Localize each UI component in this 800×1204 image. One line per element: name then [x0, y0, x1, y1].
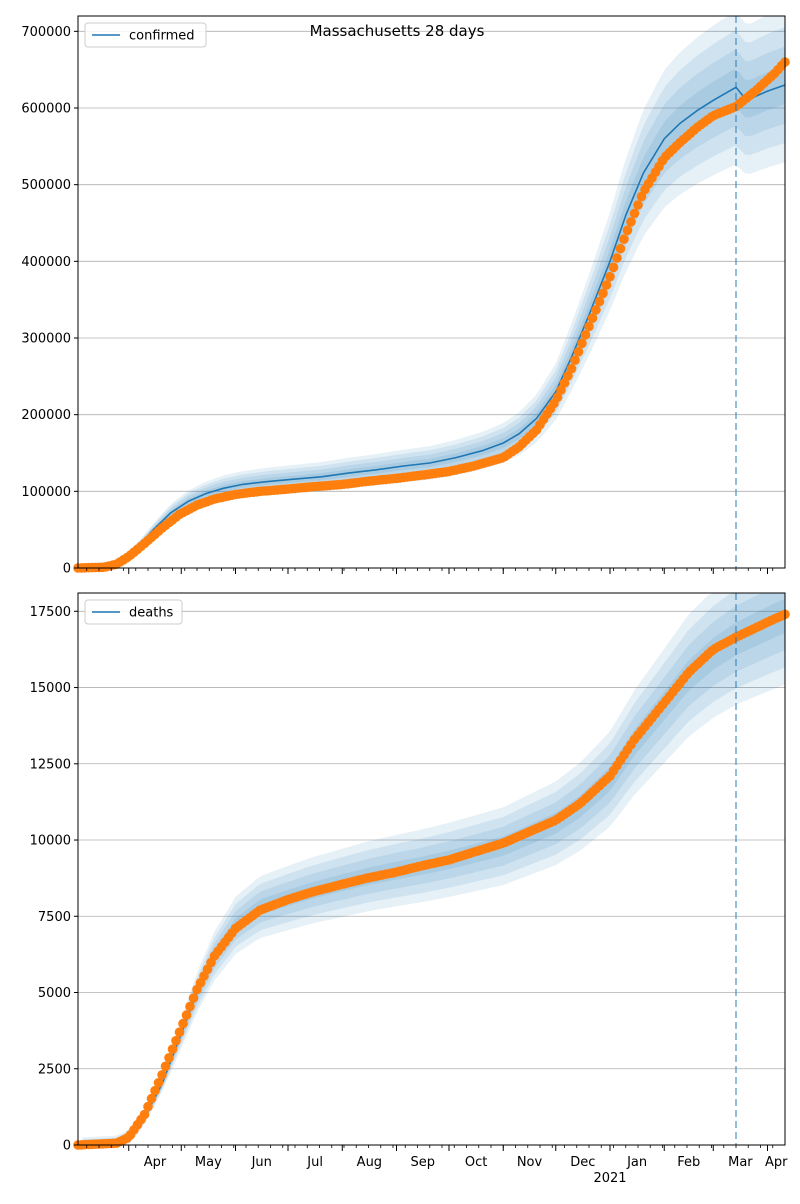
- confirmed-observed-point: [559, 378, 570, 388]
- confirmed-observed-point: [573, 347, 584, 357]
- deaths-observed-point: [150, 1085, 160, 1096]
- y-tick-label: 17500: [30, 605, 71, 620]
- confirmed-axes-frame: [77, 15, 786, 569]
- chart-title: Massachusetts 28 days: [310, 22, 485, 40]
- confirmed-observed-point: [626, 217, 636, 227]
- confirmed-observed-point: [577, 338, 587, 349]
- confirmed-observed-point: [608, 262, 619, 273]
- confirmed-observed-point: [594, 296, 605, 307]
- deaths-band-4: [78, 598, 785, 1145]
- x-tick-label: Sep: [410, 1155, 435, 1170]
- confirmed-observed-point: [591, 305, 601, 315]
- confirmed-observed-point: [622, 225, 633, 236]
- confirmed-band-3: [78, 46, 785, 568]
- x-tick-label: Jan: [626, 1155, 647, 1170]
- deaths-band-2: [78, 593, 785, 1145]
- y-tick-label: 12500: [30, 757, 71, 772]
- x-tick-label: Oct: [465, 1155, 487, 1170]
- deaths-observed-point: [171, 1035, 181, 1046]
- deaths-observed-point: [181, 1010, 192, 1020]
- deaths-observed-points: [73, 609, 790, 1150]
- deaths-axes: 0 2500 5000 7500 10000 12500 15000 17500 Apr May J…: [30, 592, 788, 1186]
- confirmed-band-1: [78, 16, 785, 568]
- legend-box: [84, 22, 207, 48]
- x-tick-label: Feb: [677, 1155, 700, 1170]
- x-tick-label: Aug: [357, 1155, 382, 1170]
- deaths-uncertainty-bands: [78, 593, 785, 1145]
- confirmed-observed-point: [605, 271, 615, 282]
- y-tick-label: 0: [63, 1139, 71, 1154]
- deaths-band-1: [78, 593, 785, 1145]
- confirmed-observed-point: [587, 313, 598, 324]
- confirmed-observed-point: [629, 208, 640, 219]
- y-tick-label: 400000: [21, 255, 71, 270]
- deaths-observed-point: [139, 1109, 150, 1120]
- confirmed-observed-point: [601, 280, 612, 290]
- confirmed-legend: confirmed: [84, 22, 207, 48]
- y-tick-label: 10000: [30, 834, 71, 849]
- confirmed-axes: 0 100000 200000 300000 400000 500000 600000 700…: [21, 15, 786, 577]
- legend-label-confirmed: confirmed: [129, 29, 195, 44]
- deaths-axes-frame: [77, 592, 786, 1146]
- deaths-observed-point: [157, 1070, 167, 1080]
- y-tick-label: 15000: [30, 681, 71, 696]
- x-tick-label: Apr: [144, 1155, 167, 1170]
- confirmed-band-2: [78, 27, 785, 568]
- confirmed-model-line: [77, 84, 786, 569]
- confirmed-observed-point: [563, 371, 573, 381]
- y-tick-label: 5000: [38, 986, 71, 1001]
- legend-box: [84, 599, 183, 625]
- x-year-label: 2021: [593, 1171, 626, 1186]
- deaths-observed-point: [178, 1018, 188, 1029]
- y-tick-label: 2500: [38, 1062, 71, 1077]
- deaths-observed-point: [185, 1001, 195, 1012]
- deaths-observed-point: [153, 1078, 164, 1088]
- deaths-observed-point: [146, 1093, 157, 1104]
- x-tick-label: Jun: [251, 1155, 272, 1170]
- y-tick-label: 200000: [21, 408, 71, 423]
- confirmed-observed-point: [584, 321, 594, 332]
- y-tick-label: 600000: [21, 102, 71, 117]
- confirmed-observed-point: [552, 392, 563, 403]
- confirmed-observed-point: [615, 243, 626, 254]
- deaths-observed-point: [164, 1053, 174, 1063]
- y-tick-label: 700000: [21, 25, 71, 40]
- confirmed-observed-point: [619, 234, 629, 244]
- deaths-legend: deaths: [84, 599, 183, 625]
- confirmed-observed-point: [566, 363, 577, 374]
- deaths-observed-point: [167, 1044, 178, 1054]
- deaths-observed-point: [174, 1027, 185, 1037]
- x-tick-label: Jul: [306, 1155, 323, 1170]
- x-tick-label: Dec: [570, 1155, 595, 1170]
- confirmed-observed-point: [556, 385, 566, 395]
- deaths-observed-point: [143, 1101, 153, 1112]
- deaths-observed-point: [160, 1061, 171, 1072]
- confirmed-observed-point: [612, 253, 622, 263]
- y-tick-label: 7500: [38, 910, 71, 925]
- x-tick-label: May: [195, 1155, 222, 1170]
- x-tick-label: Nov: [517, 1155, 543, 1170]
- deaths-panel: 0 2500 5000 7500 10000 12500 15000 17500 Apr May J…: [30, 592, 790, 1186]
- y-tick-label: 0: [63, 562, 71, 577]
- confirmed-observed-point: [580, 330, 591, 340]
- y-tick-label: 300000: [21, 332, 71, 347]
- confirmed-panel: 0 100000 200000 300000 400000 500000 600000 700…: [21, 15, 790, 577]
- y-tick-label: 500000: [21, 178, 71, 193]
- legend-label-deaths: deaths: [129, 606, 174, 621]
- x-tick-label: Mar: [728, 1155, 753, 1170]
- confirmed-observed-point: [570, 355, 580, 366]
- deaths-band-3: [78, 593, 785, 1145]
- confirmed-observed-point: [633, 200, 643, 210]
- y-tick-label: 100000: [21, 485, 71, 500]
- x-tick-label: Apr: [765, 1155, 788, 1170]
- deaths-series: [73, 593, 790, 1150]
- confirmed-observed-point: [598, 288, 608, 299]
- deaths-observed-point: [188, 993, 199, 1003]
